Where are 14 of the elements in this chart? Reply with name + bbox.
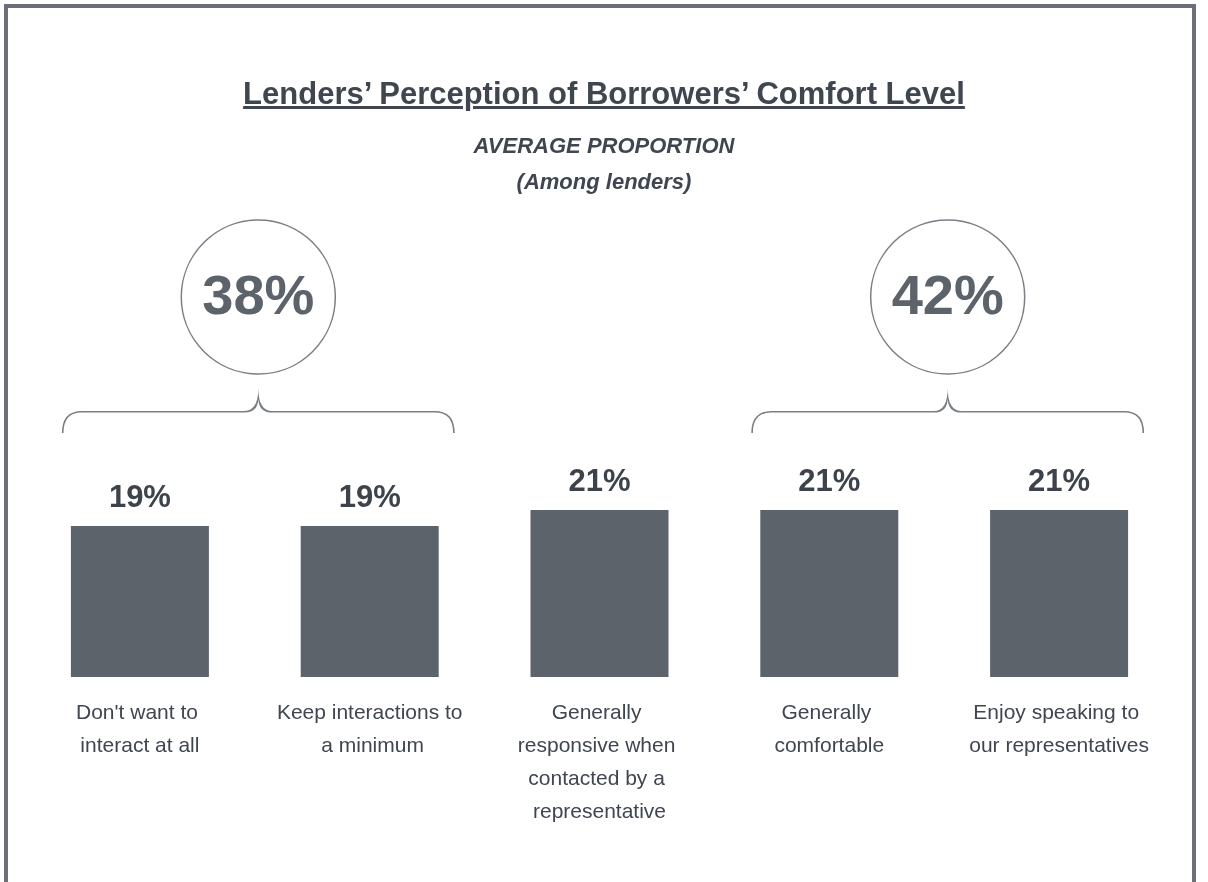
x-tick-label: Generally responsive when contacted by a representative: [517, 700, 682, 822]
text: 38%: [201, 262, 316, 327]
chart-title: Lenders’ Perception of Borrowers’ Comfort Level: [243, 76, 965, 111]
data-label: 21%: [1028, 463, 1091, 498]
text: 42%: [890, 262, 1005, 327]
x-tick-label: Keep interactions to a minimum: [276, 700, 463, 756]
x-tick-label: Generally comfortable: [774, 700, 885, 756]
data-label: 21%: [798, 463, 861, 498]
x-tick-label: Enjoy speaking to our representatives: [969, 700, 1149, 756]
x-tick-label: Don't want to interact at all: [76, 700, 204, 756]
chart-subtitle: AVERAGE PROPORTION (Among lenders): [472, 132, 736, 196]
data-label: 19%: [338, 478, 401, 514]
data-label: 19%: [108, 478, 171, 514]
data-label: 21%: [568, 463, 631, 498]
